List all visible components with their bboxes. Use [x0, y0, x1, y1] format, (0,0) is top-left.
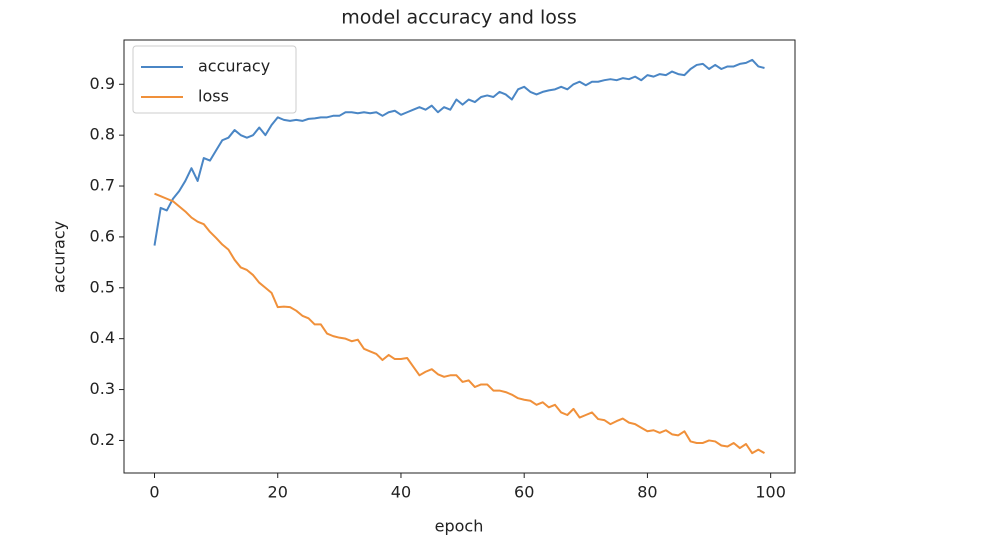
- chart-title: model accuracy and loss: [341, 7, 576, 29]
- data-line: [154, 192, 766, 455]
- y-tick-label: 0.4: [90, 328, 115, 347]
- x-tick-label: 80: [637, 483, 657, 502]
- x-tick-label: 0: [149, 483, 159, 502]
- plot-frame: [123, 39, 796, 474]
- y-tick-label: 0.6: [90, 226, 115, 245]
- x-axis-label: epoch: [435, 517, 484, 536]
- legend-label: loss: [198, 87, 229, 106]
- x-tick-label: 40: [391, 483, 411, 502]
- x-tick-label: 100: [755, 483, 786, 502]
- data-line: [153, 58, 765, 246]
- y-tick-label: 0.3: [90, 379, 115, 398]
- x-tick-label: 20: [268, 483, 288, 502]
- y-tick-label: 0.9: [90, 74, 115, 93]
- x-tick-label: 60: [514, 483, 534, 502]
- y-tick-label: 0.2: [90, 430, 115, 449]
- y-axis-label: accuracy: [50, 221, 69, 293]
- y-tick-label: 0.8: [90, 125, 115, 144]
- y-tick-label: 0.5: [90, 277, 115, 296]
- y-tick-label: 0.7: [90, 176, 115, 195]
- legend-label: accuracy: [198, 57, 270, 76]
